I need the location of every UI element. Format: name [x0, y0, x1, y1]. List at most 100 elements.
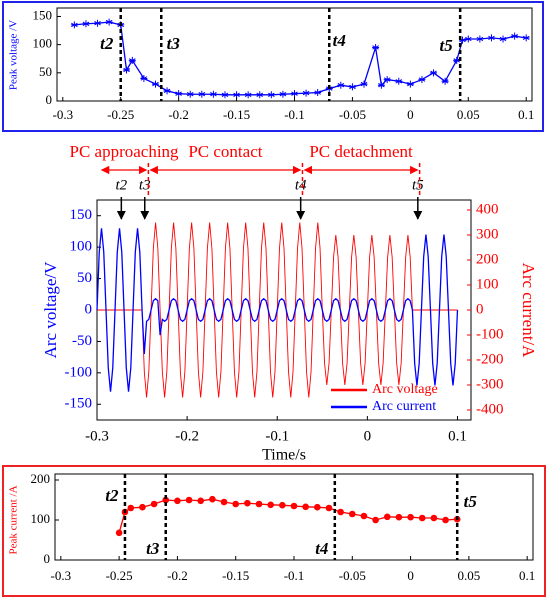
y-tick-label: 200	[31, 471, 51, 486]
y-tick-label: 100	[33, 36, 53, 51]
marker	[140, 74, 148, 82]
event-label: t5	[464, 492, 478, 511]
marker	[406, 80, 414, 88]
event-label: t3	[167, 34, 181, 53]
marker	[302, 503, 309, 511]
marker	[407, 513, 414, 521]
x-tick-label: -0.2	[167, 568, 188, 583]
marker	[360, 80, 368, 88]
marker	[232, 500, 240, 508]
bottom-panel-border	[2, 465, 546, 597]
marker	[383, 513, 391, 521]
x-tick-label: -0.25	[106, 568, 133, 583]
marker	[255, 500, 263, 508]
marker	[150, 500, 158, 508]
y2-tick-label: 200	[476, 251, 499, 267]
marker	[383, 76, 391, 84]
marker	[244, 91, 252, 99]
event-label: t4	[315, 539, 328, 558]
event-label: t2	[100, 34, 114, 53]
y2-tick-label: 0	[476, 301, 484, 317]
marker	[458, 36, 466, 44]
marker	[302, 89, 310, 97]
marker	[453, 56, 461, 64]
marker	[186, 90, 194, 98]
marker	[94, 19, 102, 27]
x-tick-label: -0.3	[85, 428, 109, 444]
y-tick-label: -50	[72, 333, 92, 349]
marker	[256, 91, 264, 99]
marker	[522, 34, 530, 42]
marker	[487, 34, 495, 42]
marker	[139, 503, 146, 511]
event-label: t4	[295, 177, 307, 193]
marker	[220, 498, 228, 506]
plot-frame	[54, 473, 534, 561]
legend-label: Arc current	[372, 399, 436, 414]
marker	[198, 90, 206, 98]
marker	[372, 516, 379, 524]
event-label: t3	[146, 539, 160, 558]
marker	[418, 514, 426, 522]
marker	[233, 91, 241, 99]
marker	[325, 504, 333, 512]
marker	[442, 516, 449, 524]
x-tick-label: -0.1	[284, 107, 305, 122]
x-tick-label: -0.05	[339, 568, 366, 583]
y-tick-label: 150	[70, 207, 93, 223]
y-tick-label: 0	[44, 551, 51, 566]
y-tick-label: -150	[65, 396, 93, 412]
marker	[162, 496, 170, 504]
marker	[511, 32, 519, 40]
x-tick-label: -0.25	[107, 107, 134, 122]
y2-tick-label: -100	[476, 326, 504, 342]
x-tick-label: -0.15	[223, 107, 250, 122]
marker	[360, 512, 368, 520]
x-tick-label: 0	[364, 428, 372, 444]
x-tick-label: 0.1	[448, 428, 467, 444]
marker	[291, 90, 298, 98]
top-panel-border	[2, 1, 544, 132]
y-tick-label: -100	[65, 364, 93, 380]
marker	[123, 66, 131, 74]
event-label: t5	[440, 36, 454, 55]
marker	[441, 77, 449, 85]
event-label: t2	[105, 486, 119, 505]
marker	[337, 81, 345, 89]
marker	[209, 495, 216, 503]
x-tick-label: -0.1	[284, 568, 305, 583]
plot-frame	[56, 7, 533, 102]
marker	[290, 502, 298, 510]
y2-axis-label: Arc current/A	[519, 263, 538, 359]
x-tick-label: -0.3	[51, 568, 72, 583]
y2-tick-label: -300	[476, 376, 504, 392]
y-tick-label: 50	[77, 270, 92, 286]
marker	[185, 496, 193, 504]
y-tick-label: 50	[39, 64, 52, 79]
marker	[348, 510, 356, 518]
marker	[221, 91, 229, 99]
y-tick-label: 100	[31, 511, 51, 526]
marker	[395, 77, 403, 85]
x-tick-label: 0.05	[458, 568, 481, 583]
marker	[279, 501, 286, 509]
marker	[418, 76, 426, 84]
marker	[197, 497, 205, 505]
phase-label: PC detachment	[309, 142, 413, 161]
y-axis-label: Arc voltage/V	[41, 261, 60, 358]
plot-frame	[96, 199, 472, 421]
y2-tick-label: -400	[476, 401, 504, 417]
legend-label: Arc voltage	[372, 382, 438, 397]
marker	[151, 80, 159, 88]
marker	[174, 497, 181, 505]
marker	[314, 503, 321, 511]
y-tick-label: 0	[85, 301, 93, 317]
y-axis-label: Peak current /A	[8, 485, 20, 554]
event-label: t5	[412, 177, 424, 193]
marker	[82, 20, 90, 28]
y2-tick-label: 300	[476, 226, 499, 242]
y2-tick-label: -200	[476, 351, 504, 367]
y-tick-label: 0	[46, 92, 53, 107]
marker	[430, 514, 438, 522]
x-tick-label: -0.2	[168, 107, 189, 122]
